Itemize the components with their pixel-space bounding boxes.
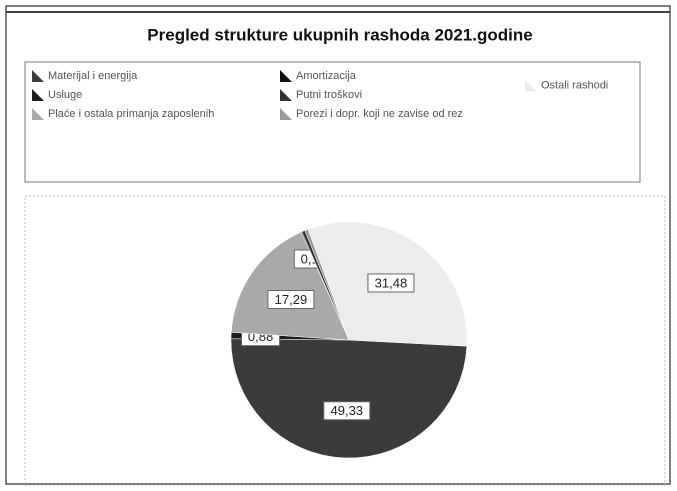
legend-label: Putni troškovi [296,89,362,101]
legend-swatch [525,79,537,92]
data-label-box [323,401,371,421]
data-label: 49,33 [331,403,364,418]
legend-swatch [32,108,44,120]
legend-label: Amortizacija [296,70,357,82]
chart-title: Pregled strukture ukupnih rashoda 2021.g… [147,25,532,44]
data-label: 17,29 [275,292,308,307]
legend-swatch [32,70,44,82]
legend-label: Plaće i ostala primanja zaposlenih [48,108,214,120]
pie-slice [230,231,350,341]
legend-box [24,61,641,183]
legend-swatch [280,70,292,82]
legend-swatch [280,108,292,120]
legend-label: Usluge [48,89,82,101]
data-label-box [267,290,315,310]
pie-slice [230,338,468,459]
legend-label: Ostali rashodi [541,79,608,91]
legend-swatch [280,89,292,101]
data-label-box [367,273,415,293]
legend-label: Materijal i energija [48,70,138,82]
legend-swatch [32,89,44,101]
data-label: 31,48 [375,275,408,290]
legend-label: Porezi i dopr. koji ne zavise od rez [296,108,463,120]
